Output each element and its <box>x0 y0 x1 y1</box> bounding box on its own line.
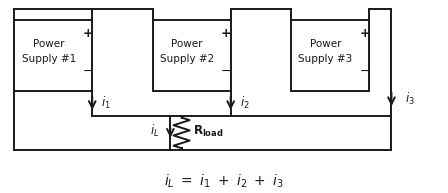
Text: −: − <box>82 65 93 78</box>
Text: −: − <box>359 65 370 78</box>
Text: $\mathbf{R_{load}}$: $\mathbf{R_{load}}$ <box>193 124 223 139</box>
Text: −: − <box>221 65 232 78</box>
Text: Supply #1: Supply #1 <box>22 54 76 64</box>
Text: Supply #3: Supply #3 <box>298 54 353 64</box>
Text: Power: Power <box>310 39 341 49</box>
Text: Supply #2: Supply #2 <box>160 54 214 64</box>
Text: $i_1$: $i_1$ <box>101 95 111 111</box>
Text: $i_3$: $i_3$ <box>405 91 415 108</box>
Bar <box>291 20 369 91</box>
Bar <box>14 20 92 91</box>
Text: +: + <box>221 27 232 40</box>
Text: $i_L \ = \ i_1 \ + \ i_2 \ + \ i_3$: $i_L \ = \ i_1 \ + \ i_2 \ + \ i_3$ <box>164 172 284 190</box>
Text: $i_L$: $i_L$ <box>150 123 159 139</box>
Text: $i_2$: $i_2$ <box>240 95 250 111</box>
Text: Power: Power <box>33 39 65 49</box>
Bar <box>152 20 231 91</box>
Text: +: + <box>82 27 93 40</box>
Text: Power: Power <box>172 39 203 49</box>
Text: +: + <box>359 27 370 40</box>
